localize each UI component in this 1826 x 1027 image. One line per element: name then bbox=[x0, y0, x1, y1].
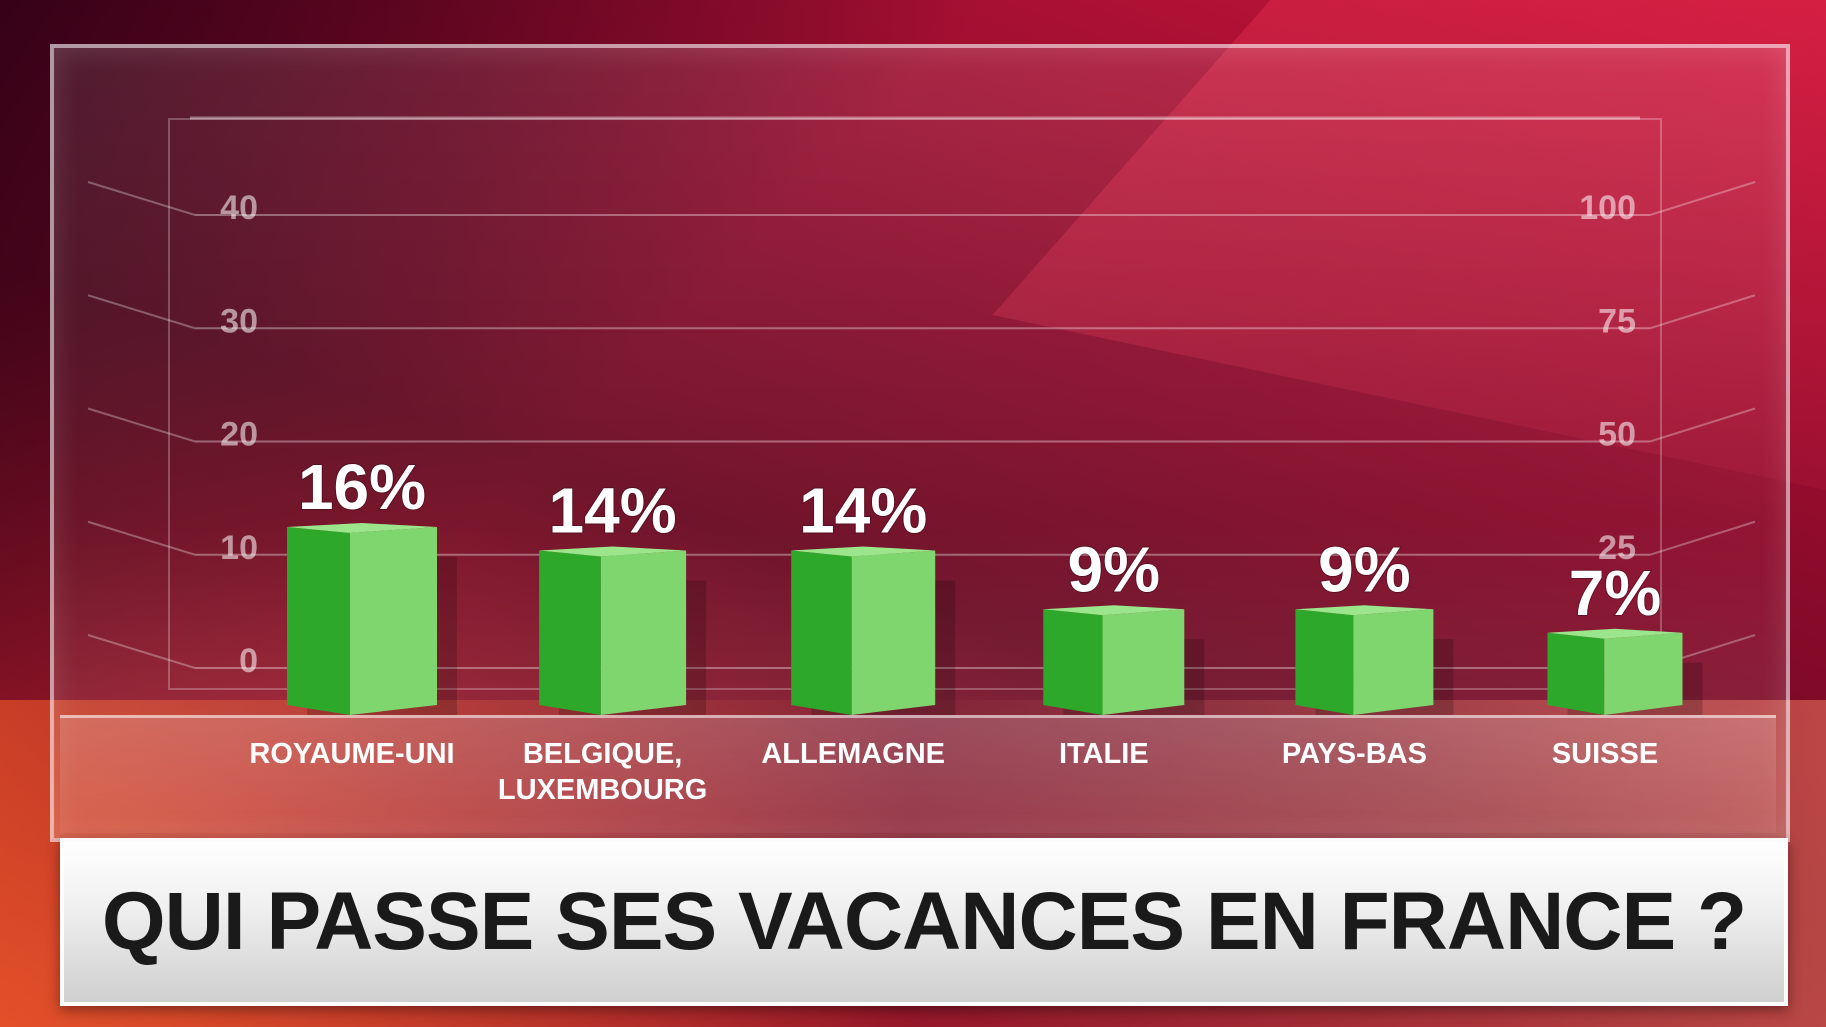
bar-value-label: 9% bbox=[1068, 533, 1161, 605]
bar-value-label: 9% bbox=[1318, 533, 1411, 605]
bar-side bbox=[600, 550, 687, 715]
gridline-left-perspective bbox=[87, 407, 196, 443]
glass-floor bbox=[60, 715, 1776, 833]
category-label: SUISSE bbox=[1552, 738, 1658, 770]
bar-top bbox=[1295, 605, 1434, 616]
category-label: ROYAUME-UNI bbox=[249, 738, 454, 770]
bar-top bbox=[287, 523, 437, 533]
bar-front bbox=[1547, 632, 1605, 715]
category-label: ALLEMAGNE bbox=[761, 738, 945, 770]
gridline-right-perspective bbox=[1649, 181, 1756, 216]
bar-top bbox=[1547, 628, 1683, 639]
bar-side bbox=[851, 550, 936, 715]
chart-title: QUI PASSE SES VACANCES EN FRANCE ? bbox=[101, 876, 1747, 967]
bar-side bbox=[1102, 609, 1185, 715]
gridline-right-perspective bbox=[1649, 520, 1756, 556]
left-axis-tick-label: 20 bbox=[220, 416, 258, 454]
bar-front bbox=[791, 550, 852, 715]
bar-top bbox=[791, 546, 936, 557]
title-bar: QUI PASSE SES VACANCES EN FRANCE ? bbox=[60, 838, 1788, 1006]
right-axis-tick-label: 25 bbox=[1598, 529, 1636, 567]
right-axis-tick-label: 75 bbox=[1598, 302, 1636, 340]
category-label: ITALIE bbox=[1059, 738, 1149, 770]
gridline-left-perspective bbox=[87, 520, 196, 556]
bar-value-label: 14% bbox=[549, 475, 677, 547]
left-axis-tick-label: 40 bbox=[220, 189, 258, 227]
category-label: PAYS-BAS bbox=[1282, 738, 1427, 770]
bar-value-label: 7% bbox=[1569, 557, 1662, 629]
bar-side bbox=[1353, 609, 1434, 715]
gridline-right-perspective bbox=[1649, 407, 1756, 443]
category-label: LUXEMBOURG bbox=[498, 774, 707, 806]
gridline-left-perspective bbox=[87, 294, 196, 330]
bar-top bbox=[1043, 605, 1185, 616]
bar-front bbox=[1295, 609, 1354, 715]
right-axis-tick-label: 100 bbox=[1579, 189, 1636, 227]
bar-top bbox=[539, 546, 687, 557]
gridline-left-perspective bbox=[87, 181, 196, 216]
gridline-right-perspective bbox=[1649, 294, 1756, 330]
bar-front bbox=[539, 550, 601, 715]
right-axis-tick-label: 50 bbox=[1598, 416, 1636, 454]
category-label: BELGIQUE, bbox=[523, 738, 683, 770]
bar-front bbox=[1043, 609, 1103, 715]
left-axis-tick-label: 10 bbox=[220, 529, 258, 567]
left-axis-tick-label: 30 bbox=[220, 302, 258, 340]
bar-side bbox=[1604, 632, 1683, 715]
gridline-left-perspective bbox=[87, 634, 196, 669]
left-axis-tick-label: 0 bbox=[239, 642, 258, 680]
bar-value-label: 14% bbox=[799, 475, 927, 547]
bar-side bbox=[350, 527, 437, 715]
bar-front bbox=[287, 527, 350, 715]
bar-value-label: 16% bbox=[298, 451, 426, 523]
